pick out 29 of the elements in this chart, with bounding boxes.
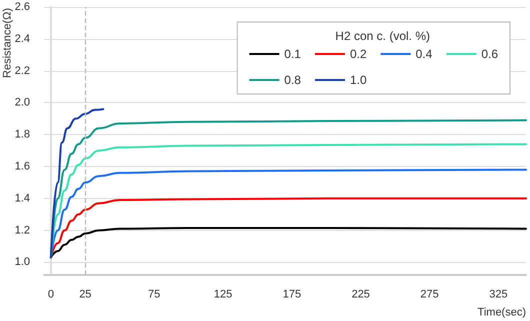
y-tick-label: 1.0 (14, 256, 30, 268)
legend-label: 1.0 (350, 73, 367, 87)
x-tick-label: 125 (214, 288, 232, 300)
line-series (50, 108, 104, 258)
legend-label: 0.8 (284, 73, 302, 87)
legend-label: 0.2 (350, 47, 367, 61)
y-tick-label: 1.4 (14, 192, 30, 204)
y-tick-label: 1.6 (14, 160, 30, 173)
x-tick-label: 75 (148, 288, 160, 300)
x-tick-label: 175 (282, 288, 302, 300)
x-tick-label: 275 (420, 288, 439, 300)
x-tick-label: 0 (48, 288, 54, 300)
y-tick-label: 1.8 (14, 128, 30, 141)
x-axis-title: Time(sec) (478, 306, 526, 318)
legend-title: H2 con c. (vol. %) (335, 29, 430, 43)
y-tick-label: 2.4 (14, 32, 30, 45)
legend-label: 0.4 (416, 47, 433, 61)
legend-label: 0.1 (284, 47, 302, 61)
y-axis-title: Resistance(Ω) (2, 8, 14, 78)
x-tick-label: 25 (79, 288, 92, 300)
y-tick-label: 2.0 (14, 96, 30, 109)
y-tick-label: 1.2 (14, 224, 30, 236)
x-tick-label: 225 (352, 288, 370, 300)
legend-label: 0.6 (481, 47, 498, 61)
y-tick-label: 2.2 (14, 64, 30, 77)
line-series (50, 197, 527, 258)
x-tick-label: 325 (489, 288, 508, 300)
line-series (50, 226, 527, 258)
y-tick-label: 2.6 (14, 1, 30, 13)
